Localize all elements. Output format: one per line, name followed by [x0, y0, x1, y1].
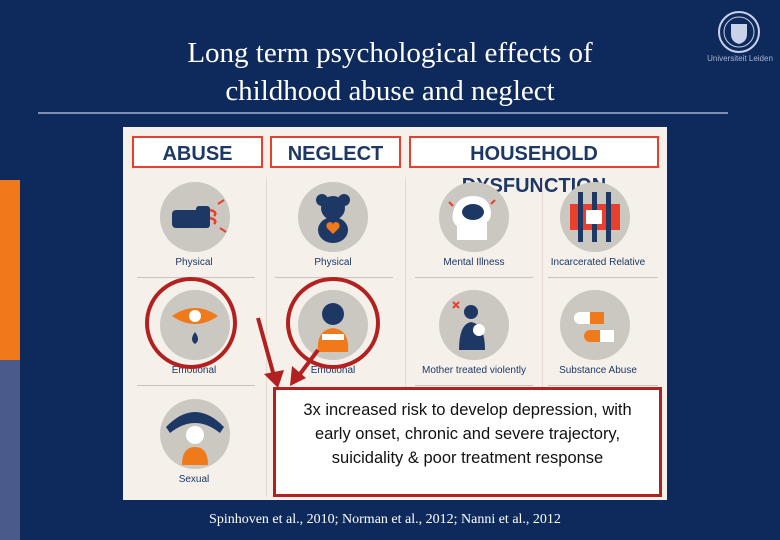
title-line-1: Long term psychological effects of: [187, 37, 593, 69]
head-brain-icon: [439, 182, 509, 252]
label-mental-illness: Mental Illness: [443, 257, 505, 268]
header-abuse: ABUSE: [132, 136, 263, 168]
university-logo-text: Universiteit Leiden: [707, 54, 773, 63]
highlight-ring-emotional-neglect: [286, 277, 380, 369]
label-incarcerated-relative: Incarcerated Relative: [550, 257, 646, 268]
header-neglect: NEGLECT: [270, 136, 401, 168]
label-mother-treated-violently: Mother treated violently: [422, 365, 526, 376]
child-silhouette-icon: [160, 399, 230, 469]
pills-icon: [560, 290, 630, 360]
fist-icon: [160, 182, 230, 252]
label-substance-abuse: Substance Abuse: [559, 365, 637, 376]
column-divider: [266, 177, 267, 497]
label-neglect-physical: Physical: [314, 257, 352, 268]
column-divider: [542, 177, 543, 497]
citation: Spinhoven et al., 2010; Norman et al., 2…: [209, 512, 561, 527]
label-neglect-emotional: Emotional: [310, 365, 356, 376]
label-abuse-emotional: Emotional: [171, 365, 217, 376]
header-household-dysfunction: HOUSEHOLD DYSFUNCTION: [409, 136, 659, 197]
column-divider: [405, 177, 406, 497]
highlight-ring-emotional-abuse: [145, 277, 237, 369]
teddy-bear-icon: [298, 182, 368, 252]
label-underline: [548, 385, 658, 386]
label-abuse-sexual: Sexual: [178, 474, 210, 485]
prison-bars-icon: [560, 182, 630, 252]
title-line-2: childhood abuse and neglect: [225, 75, 555, 107]
label-underline: [415, 277, 533, 278]
title-divider: [38, 112, 728, 114]
university-seal-logo: [704, 8, 774, 70]
label-underline: [415, 385, 533, 386]
accent-bar-blue: [0, 360, 20, 540]
depression-risk-callout: 3x increased risk to develop depression,…: [273, 387, 662, 497]
label-abuse-physical: Physical: [175, 257, 213, 268]
accent-bar-orange: [0, 180, 20, 360]
slide-title: Long term psychological effects of child…: [100, 34, 680, 110]
mother-child-icon: [439, 290, 509, 360]
label-underline: [137, 385, 255, 386]
label-underline: [548, 277, 658, 278]
